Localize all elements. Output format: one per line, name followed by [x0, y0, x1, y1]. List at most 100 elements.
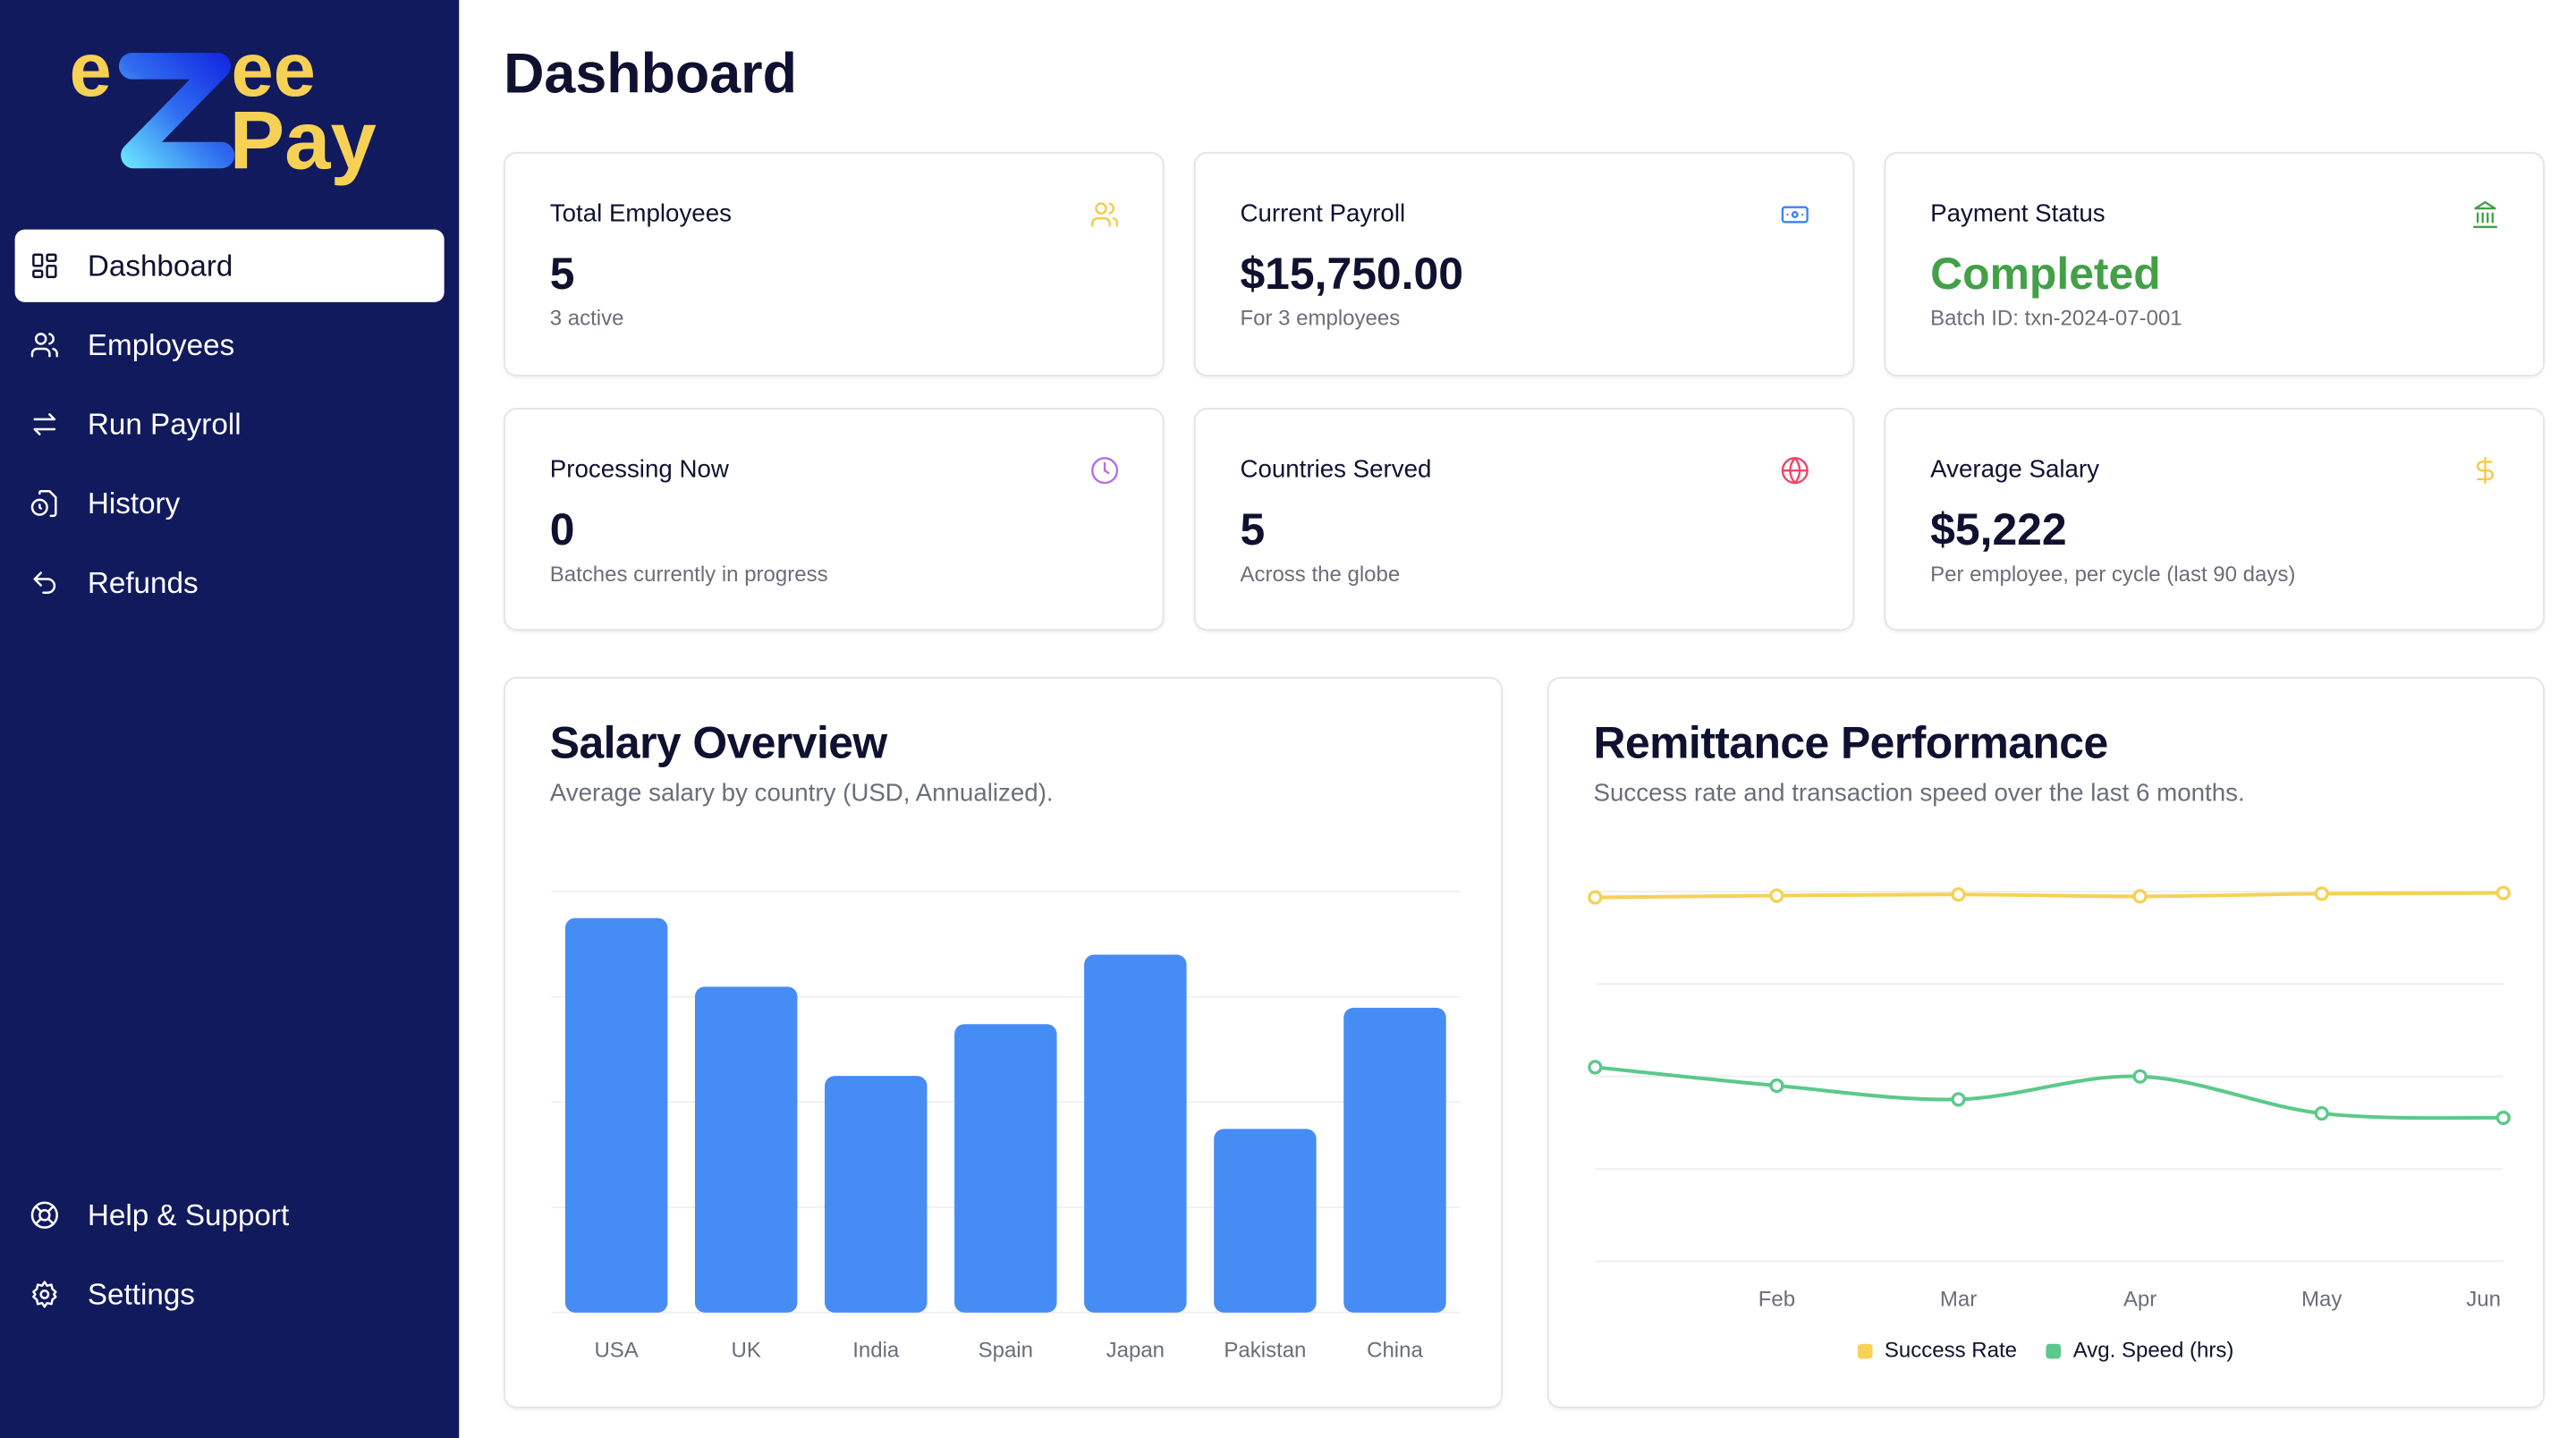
data-point: [1769, 1078, 1784, 1094]
salary-bar-chart: USA UK India Spain Japan Pakistan China: [551, 890, 1460, 1363]
stat-value: $5,222: [1930, 504, 2067, 555]
x-tick-label: Apr: [2123, 1287, 2157, 1311]
bar-usa: [564, 918, 668, 1313]
stat-card-average-salary: Average Salary $5,222 Per employee, per …: [1884, 407, 2545, 631]
data-point: [2496, 1110, 2511, 1126]
globe-icon: [1780, 456, 1809, 486]
x-tick-label: Jun: [2466, 1287, 2501, 1311]
sidebar-item-label: Settings: [87, 1276, 195, 1310]
x-tick-label: USA: [594, 1339, 638, 1363]
data-point: [1588, 890, 1603, 905]
x-tick-label: Pakistan: [1224, 1339, 1306, 1363]
bar-pakistan: [1214, 1129, 1317, 1313]
stat-value: $15,750.00: [1240, 249, 1463, 300]
x-tick-label: May: [2301, 1287, 2342, 1311]
sidebar-item-history[interactable]: History: [15, 467, 445, 539]
data-point: [2132, 889, 2148, 904]
data-point: [1951, 887, 1966, 902]
stat-subtext: Batches currently in progress: [549, 561, 828, 587]
x-tick-label: Spain: [979, 1339, 1033, 1363]
data-point: [1588, 1060, 1603, 1075]
stat-subtext: For 3 employees: [1240, 305, 1401, 331]
x-tick-label: India: [852, 1339, 900, 1363]
bar-india: [825, 1076, 928, 1313]
bar-spain: [954, 1024, 1057, 1313]
stat-value: 5: [549, 249, 575, 300]
sidebar-item-label: Run Payroll: [87, 407, 242, 440]
sidebar-item-employees[interactable]: Employees: [15, 309, 445, 381]
x-tick-label: Feb: [1758, 1287, 1795, 1311]
stat-card-processing-now: Processing Now 0 Batches currently in pr…: [504, 407, 1165, 631]
arrows-left-right-icon: [30, 410, 59, 439]
bar-japan: [1084, 954, 1187, 1313]
stat-subtext: Batch ID: txn-2024-07-001: [1930, 305, 2182, 331]
remittance-line-chart: Feb Mar Apr May Jun: [1588, 885, 2511, 1311]
bar-china: [1343, 1007, 1446, 1313]
stat-subtext: 3 active: [549, 305, 624, 331]
sidebar-item-run-payroll[interactable]: Run Payroll: [15, 388, 445, 461]
stat-card-payment-status: Payment Status Completed Batch ID: txn-2…: [1884, 151, 2545, 376]
stat-label: Countries Served: [1240, 455, 1432, 484]
legend-label: Success Rate: [1884, 1337, 2017, 1363]
legend-item-success-rate[interactable]: Success Rate: [1858, 1337, 2017, 1362]
grid-icon: [30, 251, 59, 281]
chart-subtitle: Average salary by country (USD, Annualiz…: [549, 779, 1054, 808]
data-point: [2496, 885, 2511, 901]
svg-text:Pay: Pay: [230, 93, 377, 186]
file-clock-icon: [30, 488, 59, 518]
x-tick-label: Japan: [1106, 1339, 1165, 1363]
stat-label: Current Payroll: [1240, 199, 1406, 228]
salary-overview-card: Salary Overview Average salary by countr…: [504, 676, 1503, 1408]
stat-value: Completed: [1930, 249, 2161, 300]
stat-card-countries-served: Countries Served 5 Across the globe: [1193, 407, 1855, 631]
sidebar-item-label: History: [87, 486, 181, 520]
stat-card-current-payroll: Current Payroll $15,750.00 For 3 employe…: [1193, 151, 1855, 376]
stat-label: Average Salary: [1930, 455, 2100, 484]
sidebar: e ee Pay Dashboard Employees Run Payroll…: [0, 0, 460, 1438]
users-icon: [1089, 199, 1119, 229]
sidebar-item-settings[interactable]: Settings: [15, 1258, 445, 1331]
undo-icon: [30, 568, 59, 597]
stat-label: Payment Status: [1930, 199, 2106, 228]
x-tick-label: Mar: [1940, 1287, 1977, 1311]
ezeepay-logo[interactable]: e ee Pay: [66, 30, 396, 195]
legend-swatch: [1858, 1343, 1873, 1359]
sidebar-item-help-support[interactable]: Help & Support: [15, 1179, 445, 1251]
stat-card-total-employees: Total Employees 5 3 active: [504, 151, 1165, 376]
remittance-performance-card: Remittance Performance Success rate and …: [1546, 676, 2545, 1408]
data-point: [1951, 1092, 1966, 1107]
sidebar-item-label: Refunds: [87, 565, 199, 599]
clock-icon: [1089, 456, 1119, 486]
sidebar-item-dashboard[interactable]: Dashboard: [14, 229, 445, 302]
x-tick-label: UK: [732, 1339, 761, 1363]
banknote-icon: [1780, 199, 1809, 229]
stat-value: 0: [549, 504, 575, 555]
sidebar-item-label: Dashboard: [87, 248, 233, 282]
x-tick-label: China: [1367, 1339, 1423, 1363]
bar-uk: [694, 986, 798, 1313]
stat-label: Total Employees: [549, 199, 732, 228]
sidebar-item-label: Help & Support: [87, 1197, 290, 1231]
data-point: [2314, 886, 2329, 901]
series-line-1: [1595, 1065, 2504, 1121]
users-icon: [30, 330, 59, 360]
bank-icon: [2470, 199, 2500, 229]
chart-title: Remittance Performance: [1593, 718, 2109, 768]
chart-title: Salary Overview: [549, 718, 887, 768]
svg-text:e: e: [70, 30, 112, 112]
legend-swatch: [2046, 1343, 2062, 1359]
page-title: Dashboard: [504, 42, 797, 106]
gear-icon: [30, 1280, 59, 1309]
legend-label: Avg. Speed (hrs): [2072, 1337, 2234, 1363]
data-point: [1769, 888, 1784, 903]
stat-value: 5: [1240, 504, 1266, 555]
dollar-icon: [2470, 456, 2500, 486]
svg-text:ee: ee: [231, 30, 315, 112]
chart-legend: Success Rate Avg. Speed (hrs): [1549, 1337, 2543, 1362]
stat-label: Processing Now: [549, 455, 729, 484]
legend-item-avg-speed[interactable]: Avg. Speed (hrs): [2046, 1337, 2233, 1362]
data-point: [2132, 1069, 2148, 1084]
sidebar-item-refunds[interactable]: Refunds: [15, 546, 445, 619]
chart-subtitle: Success rate and transaction speed over …: [1593, 779, 2245, 808]
data-point: [2314, 1105, 2329, 1121]
